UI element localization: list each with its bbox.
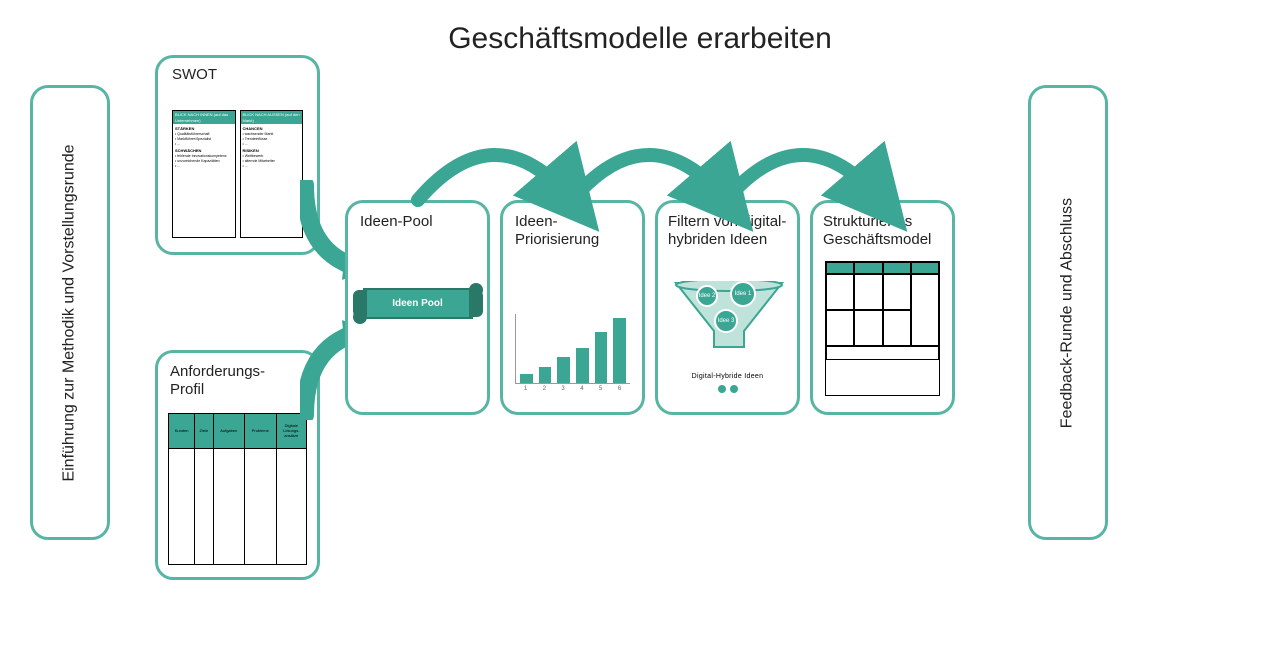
- swot-label: SWOT: [158, 58, 317, 88]
- card-pool: Ideen-Pool Ideen Pool: [345, 200, 490, 415]
- profil-table-icon: Kunden Ziele Aufgaben Probleme Digitale …: [168, 413, 307, 565]
- idea-bubble: Idee 1: [730, 281, 756, 307]
- page-title: Geschäftsmodelle erarbeiten: [0, 22, 1280, 56]
- prio-bar-labels: 123456: [515, 384, 630, 392]
- funnel-dots-icon: [674, 380, 781, 398]
- card-filter: Filtern von digital- hybriden Ideen Idee…: [655, 200, 800, 415]
- struct-label: Strukturiertes Geschäftsmodel: [813, 203, 952, 253]
- intro-label: Einführung zur Methodik und Vorstellungs…: [60, 144, 81, 481]
- outro-label: Feedback-Runde und Abschluss: [1058, 197, 1079, 427]
- card-prio: Ideen- Priorisierung 123456: [500, 200, 645, 415]
- card-profil: Anforderungs- Profil Kunden Ziele Aufgab…: [155, 350, 320, 580]
- ideen-pool-banner-icon: Ideen Pool: [358, 273, 477, 333]
- card-intro: Einführung zur Methodik und Vorstellungs…: [30, 85, 110, 540]
- pool-label: Ideen-Pool: [348, 203, 487, 235]
- card-struct: Strukturiertes Geschäftsmodel: [810, 200, 955, 415]
- swot-mini-icon: BLICK NACH INNEN (auf das Unternehmen) S…: [168, 106, 307, 242]
- prio-label: Ideen- Priorisierung: [503, 203, 642, 253]
- swot-left-head: BLICK NACH INNEN (auf das Unternehmen): [173, 111, 235, 124]
- funnel-icon: Idee 2 Idee 1 Idee 3: [674, 281, 784, 371]
- idea-bubble: Idee 3: [714, 309, 738, 333]
- funnel-caption: Digital-Hybride Ideen: [674, 373, 781, 380]
- card-outro: Feedback-Runde und Abschluss: [1028, 85, 1108, 540]
- swot-right-head: BLICK NACH AUSSEN (auf den Markt): [241, 111, 303, 124]
- card-swot: SWOT BLICK NACH INNEN (auf das Unternehm…: [155, 55, 320, 255]
- profil-label: Anforderungs- Profil: [158, 353, 317, 403]
- filter-label: Filtern von digital- hybriden Ideen: [658, 203, 797, 253]
- bm-canvas-icon: [825, 261, 940, 396]
- prio-barchart-icon: [515, 314, 630, 384]
- idea-bubble: Idee 2: [696, 285, 718, 307]
